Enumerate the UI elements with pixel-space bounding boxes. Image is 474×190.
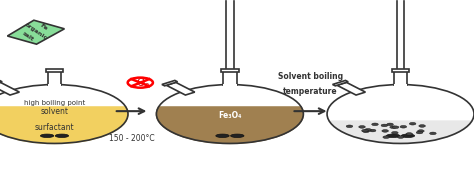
Text: temperature: temperature xyxy=(283,87,338,96)
Circle shape xyxy=(387,123,393,126)
Circle shape xyxy=(400,125,407,128)
Circle shape xyxy=(418,130,424,132)
Bar xyxy=(223,85,237,87)
Text: salt: salt xyxy=(21,30,34,42)
Circle shape xyxy=(362,129,368,132)
Circle shape xyxy=(372,123,378,126)
Circle shape xyxy=(383,136,390,139)
Bar xyxy=(48,85,61,87)
Circle shape xyxy=(382,130,389,132)
Ellipse shape xyxy=(55,134,69,138)
Text: Fe₃O₄: Fe₃O₄ xyxy=(218,111,242,120)
Circle shape xyxy=(429,132,436,135)
Bar xyxy=(46,69,64,72)
Text: organic: organic xyxy=(23,22,48,41)
Circle shape xyxy=(406,133,412,135)
Ellipse shape xyxy=(40,134,54,138)
Circle shape xyxy=(392,131,398,134)
Circle shape xyxy=(416,131,423,134)
Polygon shape xyxy=(166,82,195,95)
Bar xyxy=(223,70,237,86)
Circle shape xyxy=(365,128,371,131)
Text: 2: 2 xyxy=(145,82,149,89)
Polygon shape xyxy=(329,121,472,143)
Ellipse shape xyxy=(216,134,229,138)
Circle shape xyxy=(410,122,416,125)
Polygon shape xyxy=(333,80,348,86)
Bar xyxy=(394,70,407,86)
Polygon shape xyxy=(0,107,128,143)
Polygon shape xyxy=(0,82,19,95)
Text: Solvent boiling: Solvent boiling xyxy=(278,72,343,82)
Polygon shape xyxy=(8,20,64,44)
Bar xyxy=(394,85,407,87)
Circle shape xyxy=(346,125,353,128)
Text: surfactant: surfactant xyxy=(35,123,74,132)
Polygon shape xyxy=(0,80,2,86)
Text: Fe: Fe xyxy=(39,22,48,31)
Text: solvent: solvent xyxy=(40,107,69,116)
Bar xyxy=(392,69,410,72)
Circle shape xyxy=(363,130,369,133)
Circle shape xyxy=(390,126,396,128)
Bar xyxy=(221,69,239,72)
Circle shape xyxy=(419,125,426,127)
Circle shape xyxy=(397,136,404,138)
Circle shape xyxy=(392,126,399,129)
Circle shape xyxy=(381,124,388,127)
Circle shape xyxy=(369,129,376,132)
Text: 150 - 200°C: 150 - 200°C xyxy=(109,134,155,143)
Circle shape xyxy=(359,126,365,128)
Ellipse shape xyxy=(401,134,415,138)
Ellipse shape xyxy=(386,134,400,138)
Bar xyxy=(48,70,61,86)
Text: high boiling point: high boiling point xyxy=(24,100,85,106)
Text: O: O xyxy=(136,78,145,88)
Polygon shape xyxy=(162,80,178,86)
Ellipse shape xyxy=(231,134,244,138)
Polygon shape xyxy=(156,107,303,143)
Polygon shape xyxy=(337,82,365,95)
